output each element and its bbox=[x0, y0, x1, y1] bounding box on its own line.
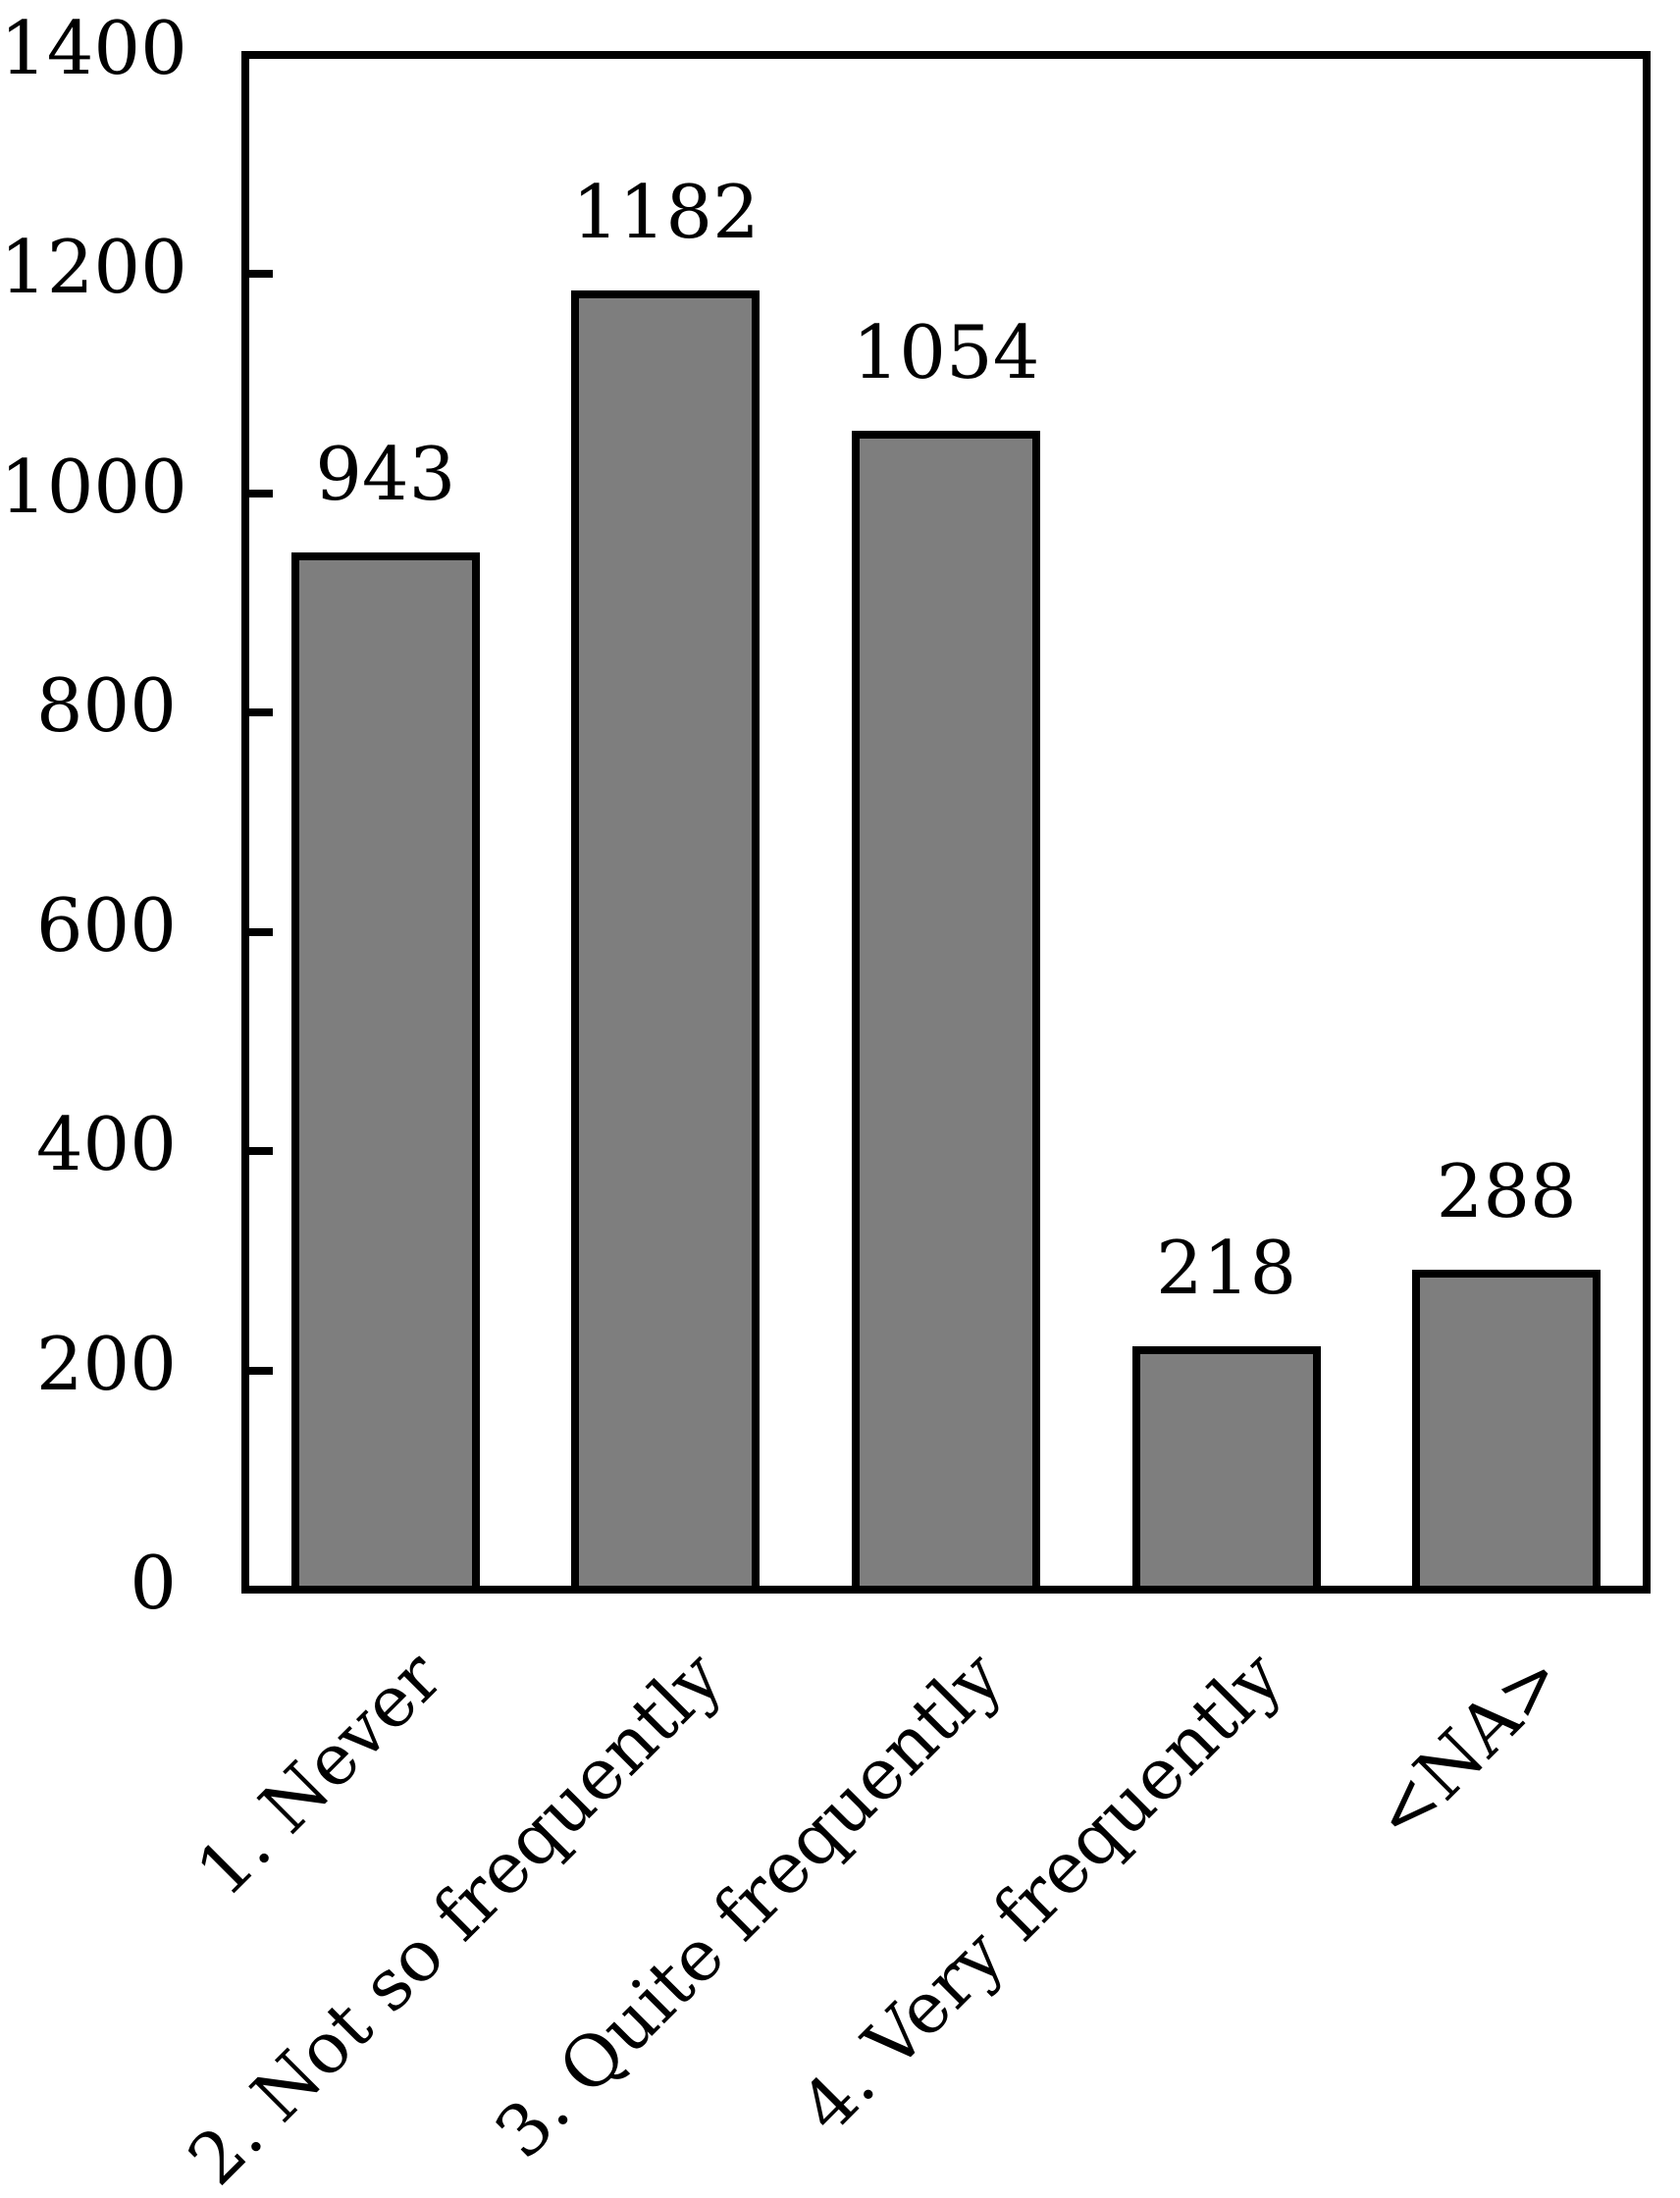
x-axis-tick-label: <NA> bbox=[1356, 1635, 1579, 1858]
bar-4 bbox=[1131, 1346, 1321, 1586]
y-axis-tick-label: 200 bbox=[35, 1320, 177, 1407]
y-axis-tick-mark bbox=[249, 489, 273, 497]
y-axis-tick-mark bbox=[249, 1147, 273, 1156]
y-axis-tick-mark bbox=[249, 1366, 273, 1375]
y-axis-tick-label: 1000 bbox=[0, 443, 187, 530]
y-axis-tick-label: 800 bbox=[35, 662, 177, 750]
y-axis-tick-label: 0 bbox=[130, 1540, 177, 1626]
y-axis-tick-label: 400 bbox=[35, 1101, 177, 1188]
y-axis-tick-mark bbox=[249, 927, 273, 936]
bar-value-label: 218 bbox=[1156, 1225, 1297, 1312]
y-axis-tick-label: 1200 bbox=[0, 224, 187, 311]
x-axis-tick-label: 4. Very frequently bbox=[784, 1635, 1298, 2149]
bar-value-label: 1182 bbox=[571, 168, 760, 255]
y-axis-tick-label: 600 bbox=[35, 881, 177, 968]
x-axis-tick-label: 2. Not so frequently bbox=[172, 1635, 738, 2198]
y-axis-tick-label: 1400 bbox=[0, 5, 187, 91]
bar-value-label: 1054 bbox=[852, 308, 1040, 395]
bar-3 bbox=[852, 430, 1040, 1586]
x-axis-tick-label: 1. Never bbox=[180, 1635, 457, 1912]
bar-value-label: 943 bbox=[315, 430, 456, 517]
bar-value-label: 288 bbox=[1436, 1148, 1577, 1235]
bar-1 bbox=[290, 551, 480, 1586]
y-axis-tick-mark bbox=[249, 270, 273, 279]
y-axis-tick-mark bbox=[249, 708, 273, 717]
bar-5 bbox=[1412, 1270, 1601, 1586]
x-axis-tick-label: 3. Quite frequently bbox=[479, 1635, 1018, 2174]
bar-2 bbox=[571, 289, 761, 1586]
